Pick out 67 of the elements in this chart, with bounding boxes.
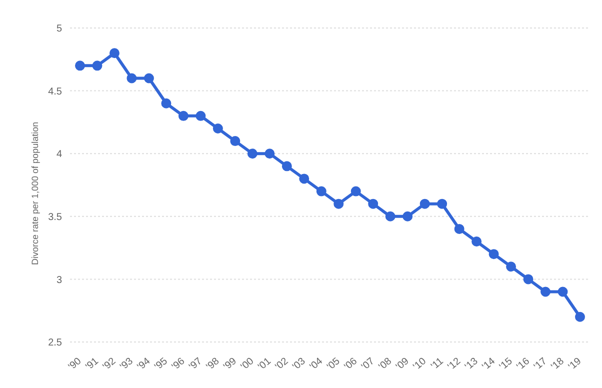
point	[144, 73, 154, 84]
x-tick-label: '10	[411, 356, 429, 373]
point	[420, 198, 430, 209]
point	[402, 211, 413, 222]
x-tick-label: '09	[394, 356, 412, 373]
y-tick-label: 4	[56, 149, 62, 160]
point	[472, 236, 482, 247]
point	[488, 249, 499, 260]
point	[316, 186, 326, 196]
x-tick-label: '91	[84, 356, 102, 373]
point	[558, 286, 568, 297]
point	[161, 98, 172, 108]
x-tick-label: '13	[463, 356, 480, 373]
x-tick-label: '16	[514, 356, 532, 373]
x-tick-label: '06	[342, 356, 360, 373]
x-tick-label: '11	[429, 356, 446, 372]
x-tick-label: '02	[273, 356, 291, 373]
x-tick-label: '00	[238, 356, 256, 373]
point	[212, 123, 223, 134]
point	[75, 60, 85, 71]
x-tick-label: '93	[118, 356, 136, 373]
x-tick-label: '05	[325, 356, 343, 373]
point	[230, 136, 240, 146]
point	[575, 312, 585, 322]
x-tick-label: '04	[308, 356, 326, 373]
x-tick-label: '01	[256, 356, 274, 373]
x-tick-label: '90	[66, 356, 84, 373]
x-tick-label: '07	[360, 356, 378, 373]
point	[247, 148, 258, 159]
x-tick-label: '15	[498, 356, 515, 373]
x-tick-label: '14	[480, 356, 498, 373]
point	[264, 148, 275, 159]
point	[540, 286, 551, 297]
x-tick-label: '92	[101, 356, 118, 373]
point	[385, 211, 396, 222]
x-tick-label: '17	[532, 356, 550, 373]
x-tick-label: '99	[222, 356, 240, 373]
y-axis-title: Divorce rate per 1,000 of population	[30, 122, 40, 265]
point	[92, 60, 102, 71]
x-tick-label: '03	[290, 356, 308, 373]
y-tick-label: 3	[56, 274, 62, 286]
point	[368, 198, 378, 209]
point	[523, 274, 534, 284]
x-tick-label: '94	[136, 356, 153, 373]
x-tick-label: '98	[204, 356, 222, 373]
point	[282, 161, 292, 172]
point	[350, 186, 361, 196]
x-tick-label: '08	[376, 356, 394, 373]
y-tick-label: 3.5	[48, 212, 62, 223]
point	[109, 48, 120, 58]
x-tick-label: '97	[187, 356, 205, 373]
x-tick-label: '96	[170, 356, 188, 373]
point	[334, 198, 344, 209]
x-tick-label: '12	[446, 356, 464, 373]
point	[178, 110, 188, 121]
x-tick-label: '19	[566, 356, 584, 373]
point	[506, 262, 516, 272]
y-tick-label: 4.5	[48, 86, 62, 98]
point	[454, 224, 464, 234]
point	[196, 110, 206, 121]
point	[437, 198, 448, 209]
y-tick-label: 2.5	[48, 338, 62, 349]
y-tick-label: 5	[56, 24, 62, 35]
point	[126, 73, 137, 84]
x-tick-label: '18	[549, 356, 567, 373]
x-tick-label: '95	[152, 356, 170, 373]
point	[299, 174, 310, 184]
